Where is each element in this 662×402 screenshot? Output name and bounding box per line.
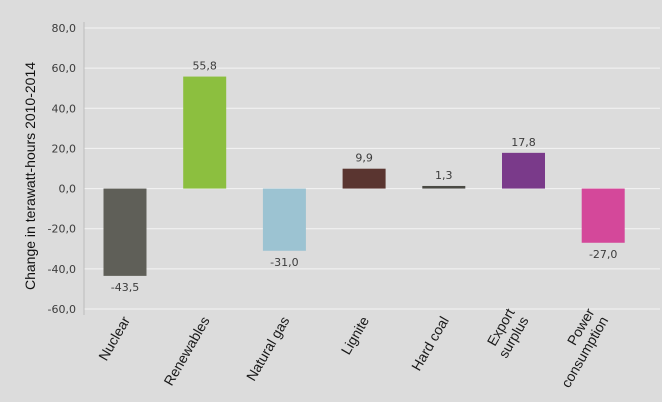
bar xyxy=(103,188,147,276)
bars xyxy=(103,76,625,276)
category-label: Lignite xyxy=(338,313,373,357)
data-label: 9,9 xyxy=(355,152,373,165)
data-label: -27,0 xyxy=(589,248,617,261)
bar xyxy=(262,188,306,251)
data-label: -43,5 xyxy=(111,281,139,294)
y-tick-label: -60,0 xyxy=(48,303,76,316)
category-label: Renewables xyxy=(160,314,212,389)
category-label-line: Natural gas xyxy=(243,314,293,384)
category-label: Nuclear xyxy=(95,313,133,363)
category-labels: Nuclear Renewables Natural gas Lignite Hard … xyxy=(95,305,611,390)
category-label: Natural gas xyxy=(243,314,293,384)
bar xyxy=(342,168,386,189)
category-label-line: Renewables xyxy=(160,314,212,389)
y-tick-label: 20,0 xyxy=(52,142,77,155)
category-label-line: Nuclear xyxy=(95,313,133,363)
bar xyxy=(502,152,545,189)
value-labels: -43,5 55,8 -31,0 9,9 1,3 17,8 -27,0 xyxy=(111,60,618,294)
gridlines xyxy=(83,22,660,315)
data-label: 1,3 xyxy=(435,169,453,182)
data-label: 17,8 xyxy=(511,136,536,149)
y-axis-title: Change in terawatt-hours 2010-2014 xyxy=(22,62,38,290)
bar xyxy=(581,188,625,243)
y-tick-labels: 80,0 60,0 40,0 20,0 0,0 -20,0 -40,0 -60,0 xyxy=(48,22,76,316)
category-label-line: Hard coal xyxy=(408,314,452,374)
y-tick-label: 60,0 xyxy=(52,62,77,75)
category-label: Hard coal xyxy=(408,314,452,374)
y-tick-label: -20,0 xyxy=(48,223,76,236)
bar xyxy=(422,185,466,189)
data-label: -31,0 xyxy=(270,256,298,269)
y-tick-label: 40,0 xyxy=(52,102,77,115)
category-label-line: Lignite xyxy=(338,313,373,357)
y-tick-label: 0,0 xyxy=(59,183,77,196)
y-tick-label: -40,0 xyxy=(48,263,76,276)
data-label: 55,8 xyxy=(192,60,217,73)
bar xyxy=(183,76,227,189)
y-tick-label: 80,0 xyxy=(52,22,77,35)
